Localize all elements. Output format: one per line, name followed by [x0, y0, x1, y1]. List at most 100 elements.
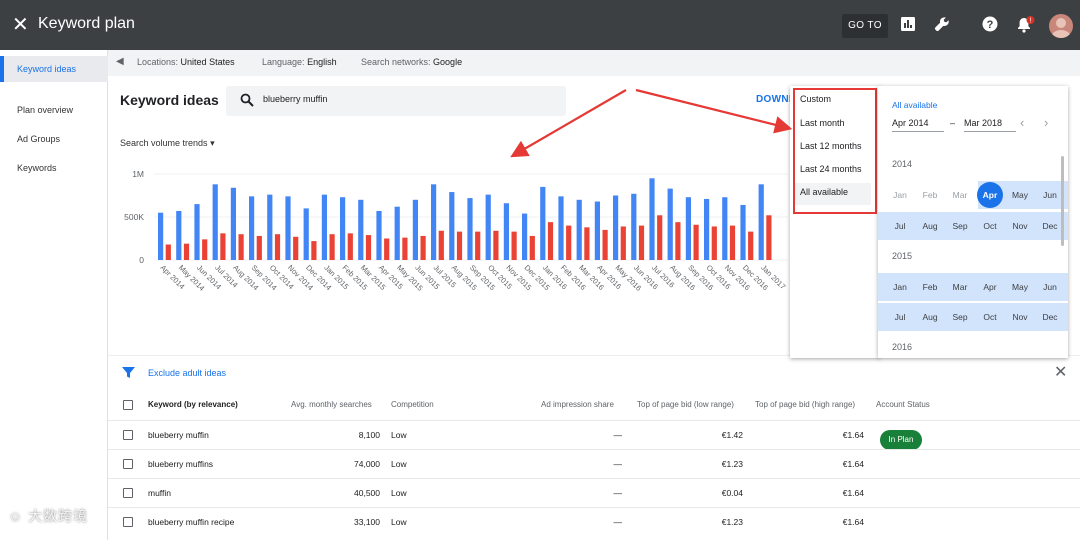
- bar-total-searches[interactable]: [394, 206, 400, 260]
- bar-total-searches[interactable]: [212, 184, 218, 260]
- start-date-field[interactable]: Apr 2014: [892, 118, 929, 128]
- next-month-icon[interactable]: ›: [1044, 115, 1049, 130]
- bar-total-searches[interactable]: [321, 194, 327, 260]
- bar-mobile-searches[interactable]: [602, 229, 608, 260]
- sidebar-item-keywords[interactable]: Keywords: [17, 163, 57, 173]
- bar-mobile-searches[interactable]: [475, 231, 481, 260]
- col-header-keyword[interactable]: Keyword (by relevance): [148, 400, 238, 409]
- bar-total-searches[interactable]: [376, 210, 382, 260]
- bar-total-searches[interactable]: [522, 213, 528, 260]
- bar-total-searches[interactable]: [631, 193, 637, 260]
- bar-total-searches[interactable]: [412, 199, 418, 260]
- month-jun-2014[interactable]: Jun: [1043, 190, 1057, 200]
- bar-mobile-searches[interactable]: [748, 231, 754, 260]
- bar-total-searches[interactable]: [267, 194, 273, 260]
- reports-icon[interactable]: [900, 16, 916, 32]
- bar-mobile-searches[interactable]: [165, 244, 171, 260]
- month-nov-2015[interactable]: Nov: [1012, 312, 1028, 322]
- bar-total-searches[interactable]: [194, 204, 200, 260]
- bar-total-searches[interactable]: [722, 197, 728, 260]
- bar-mobile-searches[interactable]: [657, 215, 663, 260]
- range-option-last-month[interactable]: Last month: [800, 118, 845, 128]
- language-filter[interactable]: Language: English: [262, 57, 337, 67]
- month-oct-2015[interactable]: Oct: [983, 312, 997, 322]
- col-header-bid-high[interactable]: Top of page bid (high range): [755, 400, 856, 409]
- range-option-last-24-months[interactable]: Last 24 months: [800, 164, 862, 174]
- tools-icon[interactable]: [934, 16, 950, 32]
- month-may-2015[interactable]: May: [1011, 282, 1029, 292]
- bar-total-searches[interactable]: [230, 187, 236, 260]
- bar-mobile-searches[interactable]: [202, 239, 208, 260]
- bar-total-searches[interactable]: [667, 188, 673, 260]
- help-icon[interactable]: ?: [982, 16, 998, 32]
- bar-total-searches[interactable]: [449, 192, 455, 260]
- month-jun-2015[interactable]: Jun: [1043, 282, 1057, 292]
- sidebar-item-ad-groups[interactable]: Ad Groups: [17, 134, 61, 144]
- month-oct-2014[interactable]: Oct: [983, 221, 997, 231]
- bar-total-searches[interactable]: [558, 196, 564, 260]
- bar-total-searches[interactable]: [285, 196, 291, 260]
- end-date-field[interactable]: Mar 2018: [964, 118, 1003, 128]
- close-icon[interactable]: ✕: [12, 14, 29, 36]
- bar-mobile-searches[interactable]: [420, 235, 426, 260]
- bar-total-searches[interactable]: [704, 198, 710, 260]
- bar-total-searches[interactable]: [649, 178, 655, 260]
- bar-total-searches[interactable]: [740, 204, 746, 260]
- row-checkbox[interactable]: [123, 488, 133, 498]
- bar-total-searches[interactable]: [613, 195, 619, 261]
- month-mar-2015[interactable]: Mar: [952, 282, 968, 292]
- col-header-competition[interactable]: Competition: [391, 400, 434, 409]
- table-row[interactable]: blueberry muffins 74,000 Low — €1.23 €1.…: [108, 449, 1080, 478]
- bar-mobile-searches[interactable]: [238, 234, 244, 260]
- location-filter[interactable]: Locations: United States: [137, 57, 235, 67]
- bar-mobile-searches[interactable]: [547, 222, 554, 260]
- bar-mobile-searches[interactable]: [329, 234, 335, 260]
- range-option-last-12-months[interactable]: Last 12 months: [800, 141, 862, 151]
- bar-mobile-searches[interactable]: [729, 225, 736, 260]
- bar-total-searches[interactable]: [467, 198, 473, 260]
- avatar[interactable]: [1049, 14, 1073, 38]
- bar-total-searches[interactable]: [594, 201, 600, 260]
- bar-mobile-searches[interactable]: [311, 241, 317, 260]
- select-all-checkbox[interactable]: [123, 400, 133, 410]
- bar-total-searches[interactable]: [431, 184, 437, 260]
- sidebar-item-plan-overview[interactable]: Plan overview: [17, 105, 74, 115]
- bar-total-searches[interactable]: [540, 186, 546, 260]
- collapse-sidebar-icon[interactable]: ◀: [116, 56, 124, 67]
- keyword-search-input[interactable]: blueberry muffin: [226, 86, 566, 116]
- range-option-all-available[interactable]: All available: [800, 187, 849, 197]
- bar-mobile-searches[interactable]: [220, 233, 226, 260]
- col-header-impression-share[interactable]: Ad impression share: [541, 400, 614, 409]
- prev-month-icon[interactable]: ‹: [1020, 115, 1025, 130]
- bar-total-searches[interactable]: [303, 208, 309, 260]
- col-header-searches[interactable]: Avg. monthly searches: [291, 400, 372, 409]
- month-nov-2014[interactable]: Nov: [1012, 221, 1028, 231]
- calendar-scrollbar[interactable]: [1061, 156, 1064, 246]
- sidebar-item-keyword-ideas[interactable]: Keyword ideas: [0, 56, 108, 82]
- bar-mobile-searches[interactable]: [584, 227, 590, 260]
- bar-mobile-searches[interactable]: [438, 230, 444, 260]
- bar-mobile-searches[interactable]: [693, 224, 699, 260]
- bar-mobile-searches[interactable]: [293, 236, 299, 260]
- bar-mobile-searches[interactable]: [638, 225, 645, 260]
- row-checkbox[interactable]: [123, 430, 133, 440]
- month-apr-2015[interactable]: Apr: [983, 282, 997, 292]
- filter-icon[interactable]: [122, 366, 135, 384]
- bar-mobile-searches[interactable]: [529, 235, 535, 260]
- bar-mobile-searches[interactable]: [384, 238, 390, 261]
- table-row[interactable]: blueberry muffin recipe 33,100 Low — €1.…: [108, 507, 1080, 536]
- bar-total-searches[interactable]: [158, 212, 164, 260]
- row-checkbox[interactable]: [123, 517, 133, 527]
- month-feb-2015[interactable]: Feb: [922, 282, 938, 292]
- bar-total-searches[interactable]: [485, 194, 491, 260]
- month-jan-2015[interactable]: Jan: [893, 282, 907, 292]
- go-to-button[interactable]: GO TO: [842, 14, 888, 38]
- exclude-adult-ideas-link[interactable]: Exclude adult ideas: [148, 368, 227, 378]
- trend-dropdown[interactable]: Search volume trends ▾: [120, 138, 215, 149]
- row-checkbox[interactable]: [123, 459, 133, 469]
- bar-mobile-searches[interactable]: [493, 230, 499, 260]
- bar-mobile-searches[interactable]: [256, 235, 262, 260]
- month-aug-2014[interactable]: Aug: [922, 221, 938, 231]
- download-button[interactable]: DOWNI: [756, 94, 792, 105]
- bar-total-searches[interactable]: [340, 197, 346, 260]
